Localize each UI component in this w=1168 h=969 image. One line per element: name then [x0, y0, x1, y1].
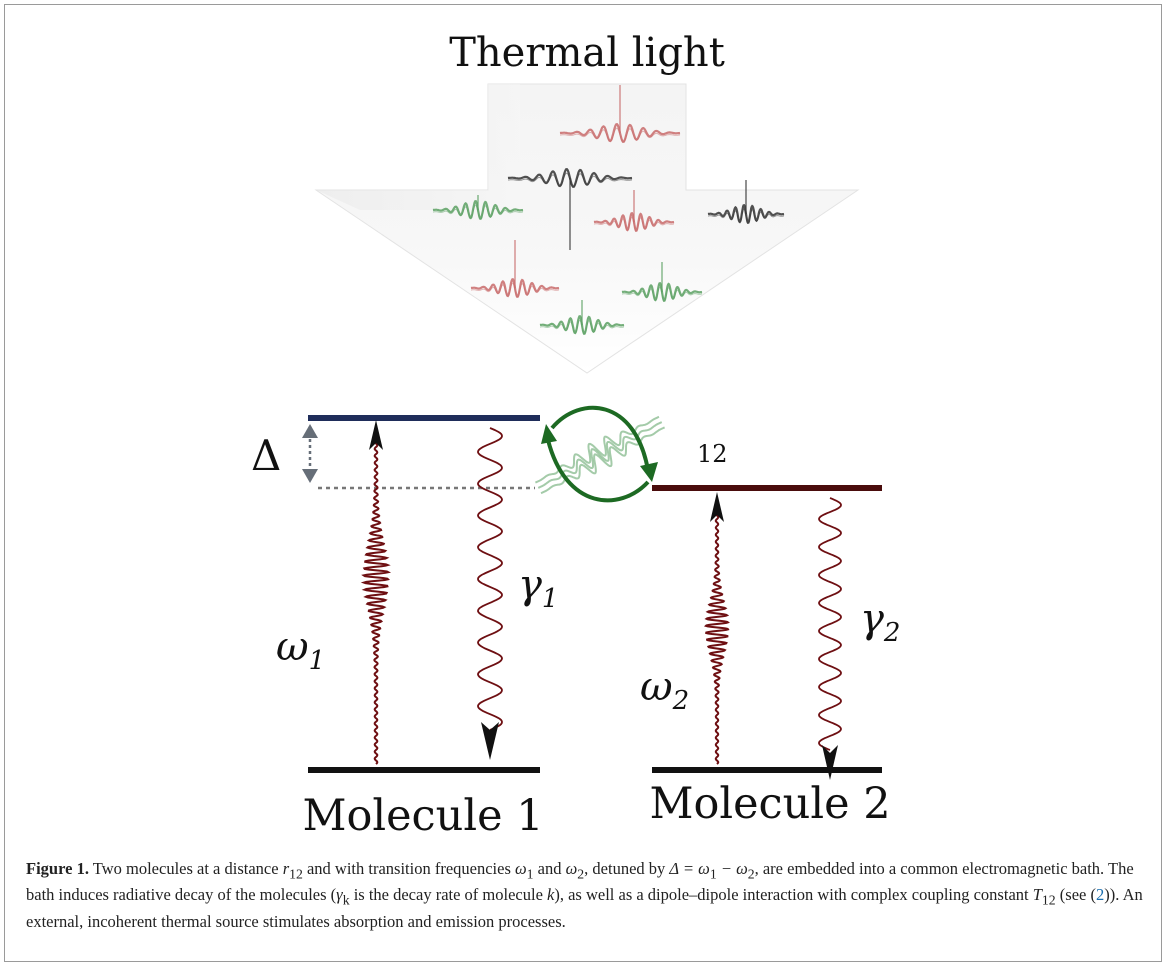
emission-arrowhead-2 [822, 745, 838, 780]
svg-text:ω2: ω2 [640, 664, 689, 716]
svg-text:γ2: γ2 [860, 596, 900, 648]
equation-reference-link[interactable]: 2 [1095, 885, 1105, 905]
figure-title: Thermal light [449, 30, 725, 76]
photon-packet-echo [560, 127, 680, 143]
photon-packet-echo [594, 216, 674, 232]
coupling-photon-trace [535, 415, 660, 484]
photon-packet-echo [471, 282, 559, 298]
figure-caption: Figure 1. Two molecules at a distance r1… [26, 859, 1143, 931]
thermal-photon-packets [432, 85, 785, 336]
emission-wave-2 [818, 497, 842, 751]
coupling-photon [535, 415, 665, 495]
coupling-label: 12 [697, 440, 728, 468]
molecule1-label: Molecule 1 [302, 791, 543, 841]
photon-packet [507, 168, 633, 188]
photon-packet-echo [508, 172, 632, 188]
detuning-arrow [302, 424, 318, 483]
molecule2-label: Molecule 2 [649, 779, 890, 829]
caption-label: Figure 1. [26, 859, 89, 878]
photon-packet-echo [540, 319, 624, 335]
absorption-wave-2 [703, 511, 730, 765]
figure-diagram: Thermal light Δ 12 ω1 γ1 ω2 [251, 30, 900, 841]
coupling-arrows [541, 405, 658, 503]
photon-packet-echo [622, 286, 702, 302]
absorption-arrowhead-1 [369, 420, 383, 450]
photon-packet-echo [433, 204, 523, 220]
coupling-wave [537, 421, 663, 489]
absorption-arrowhead-2 [710, 492, 724, 522]
coupling-photon-trace [537, 421, 663, 489]
delta-label: Δ [251, 431, 281, 480]
absorption-wave-1 [360, 439, 392, 765]
coupling-wave [540, 426, 665, 495]
emission-arrowhead-1 [481, 722, 499, 760]
gamma1-label: γ1 [518, 562, 558, 614]
photon-packet-echo [708, 208, 784, 224]
emission-wave-1 [477, 427, 503, 731]
coupling-photon-trace [540, 426, 665, 495]
omega1-label: ω1 [276, 624, 325, 676]
svg-text:γ1: γ1 [518, 562, 558, 614]
omega2-label: ω2 [640, 664, 689, 716]
thermal-light-arrow [314, 83, 860, 374]
transition-waves [360, 427, 842, 765]
gamma2-label: γ2 [860, 596, 900, 648]
photon-packet [559, 123, 681, 143]
coupling-wave [535, 415, 660, 484]
svg-text:ω1: ω1 [276, 624, 325, 676]
